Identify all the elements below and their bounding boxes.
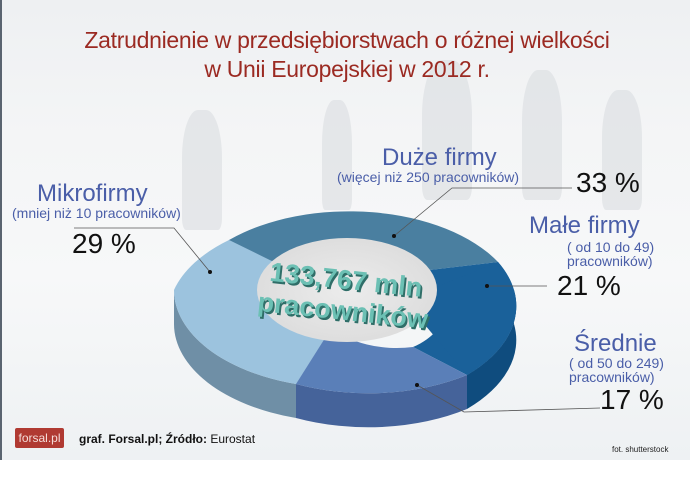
side-mikrofirmy — [174, 290, 296, 418]
background-figure — [322, 100, 352, 210]
slice-mikrofirmy-fill — [174, 240, 332, 384]
source-credit-bold: graf. Forsal.pl; Źródło: — [79, 432, 207, 446]
pct-duze-firmy: 33 % — [576, 167, 640, 198]
source-credit-name: Eurostat — [207, 432, 256, 446]
leader-line-mikrofirmy — [74, 227, 211, 273]
label-mikrofirmy: Mikrofirmy — [37, 180, 148, 207]
chart-title: Zatrudnienie w przedsiębiorstwach o różn… — [2, 26, 690, 84]
label-srednie-sub1: ( od 50 do 249) — [569, 355, 664, 371]
label-duze-firmy: Duże firmy — [382, 144, 497, 171]
background-figure — [182, 110, 222, 230]
background-figure — [422, 60, 472, 200]
infographic-card: Zatrudnienie w przedsiębiorstwach o różn… — [0, 0, 690, 460]
leader-dot — [208, 270, 212, 274]
leader-line-srednie — [416, 384, 601, 413]
background-figure — [602, 90, 642, 210]
label-male-firmy-sub2: pracowników) — [567, 253, 653, 269]
title-line-2: w Unii Europejskiej w 2012 r. — [204, 56, 490, 82]
title-line-1: Zatrudnienie w przedsiębiorstwach o różn… — [84, 27, 610, 53]
forsal-logo[interactable]: forsal.pl — [15, 428, 64, 448]
label-duze-firmy-sub: (więcej niż 250 pracowników) — [337, 169, 520, 185]
leader-line-duze — [393, 187, 572, 237]
donut-chart: 133,767 mln 133,767 mln pracowników prac… — [74, 187, 601, 428]
side-srednie — [296, 375, 467, 428]
label-male-firmy: Małe firmy — [529, 212, 640, 239]
leader-dot — [415, 383, 419, 387]
background-figure — [522, 70, 562, 200]
leader-dot — [392, 234, 396, 238]
leader-dot — [485, 284, 489, 288]
side-male-firmy — [467, 290, 517, 409]
pct-male-firmy: 21 % — [557, 270, 621, 301]
label-male-firmy-sub1: ( od 10 do 49) — [567, 239, 655, 255]
donut-hole — [257, 238, 437, 342]
pct-mikrofirmy: 29 % — [72, 228, 136, 259]
slice-srednie[interactable] — [296, 327, 467, 394]
label-srednie: Średnie — [574, 330, 657, 357]
photo-credit: fot. shutterstock — [612, 445, 669, 454]
label-mikrofirmy-sub: (mniej niż 10 pracowników) — [12, 205, 181, 221]
source-credit: graf. Forsal.pl; Źródło: Eurostat — [79, 432, 255, 446]
pct-srednie: 17 % — [600, 384, 664, 415]
label-srednie-sub2: pracowników) — [569, 369, 655, 385]
